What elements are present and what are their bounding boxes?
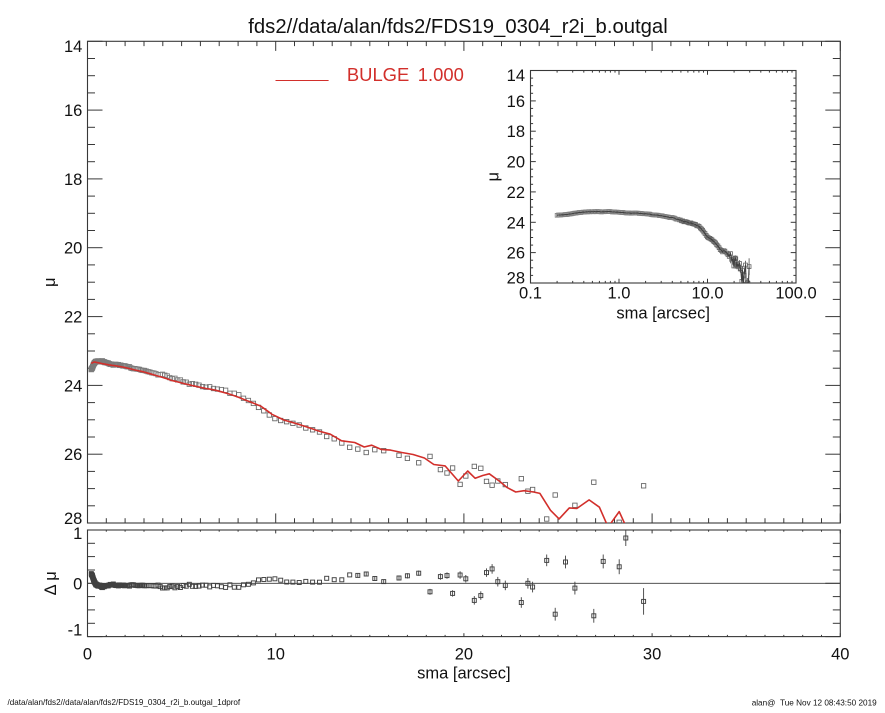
svg-text:28: 28 <box>507 270 525 288</box>
svg-text:30: 30 <box>643 646 661 664</box>
svg-text:μ: μ <box>41 277 59 287</box>
svg-text:1: 1 <box>73 525 82 543</box>
svg-text:sma [arcsec]: sma [arcsec] <box>616 305 710 323</box>
svg-text:/data/alan/fds2//data/alan/fds: /data/alan/fds2//data/alan/fds2/FDS19_03… <box>8 698 241 707</box>
svg-text:26: 26 <box>64 446 82 464</box>
svg-text:28: 28 <box>64 510 82 528</box>
svg-text:μ: μ <box>485 172 503 182</box>
svg-text:0: 0 <box>73 575 82 593</box>
svg-text:14: 14 <box>64 38 82 56</box>
svg-text:Δ μ: Δ μ <box>42 571 60 595</box>
svg-text:-1: -1 <box>68 621 83 639</box>
svg-text:22: 22 <box>507 184 525 202</box>
svg-text:24: 24 <box>64 377 82 395</box>
svg-text:10: 10 <box>267 646 285 664</box>
svg-text:40: 40 <box>831 646 849 664</box>
svg-text:20: 20 <box>455 646 473 664</box>
svg-text:20: 20 <box>64 240 82 258</box>
svg-text:BULGE: BULGE <box>347 64 409 85</box>
svg-text:1.0: 1.0 <box>608 285 631 303</box>
svg-text:sma [arcsec]: sma [arcsec] <box>417 665 511 683</box>
svg-text:18: 18 <box>507 123 525 141</box>
svg-text:16: 16 <box>507 93 525 111</box>
svg-text:0: 0 <box>83 646 92 664</box>
svg-text:alan@ Tue Nov 12 08:43:50 201: alan@ Tue Nov 12 08:43:50 2019 <box>752 698 877 707</box>
svg-text:14: 14 <box>507 67 525 85</box>
svg-text:100.0: 100.0 <box>775 285 816 303</box>
svg-text:26: 26 <box>507 245 525 263</box>
svg-text:10.0: 10.0 <box>691 285 723 303</box>
svg-text:22: 22 <box>64 309 82 327</box>
svg-text:0.1: 0.1 <box>519 285 542 303</box>
svg-text:1.000: 1.000 <box>418 64 464 85</box>
svg-text:18: 18 <box>64 171 82 189</box>
svg-text:20: 20 <box>507 154 525 172</box>
svg-text:16: 16 <box>64 102 82 120</box>
svg-text:24: 24 <box>507 214 525 232</box>
svg-text:fds2//data/alan/fds2/FDS19_030: fds2//data/alan/fds2/FDS19_0304_r2i_b.ou… <box>248 16 667 38</box>
